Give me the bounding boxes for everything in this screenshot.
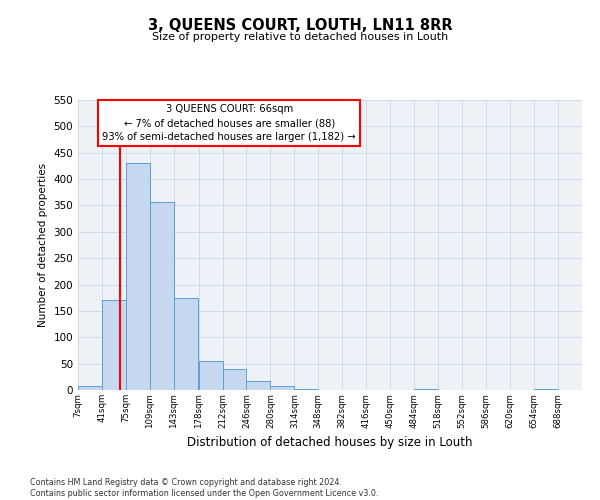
Bar [271, 386, 295, 390]
Bar [126, 164, 150, 390]
Text: 3, QUEENS COURT, LOUTH, LN11 8RR: 3, QUEENS COURT, LOUTH, LN11 8RR [148, 18, 452, 32]
Bar [174, 298, 198, 390]
Bar [78, 386, 102, 390]
X-axis label: Distribution of detached houses by size in Louth: Distribution of detached houses by size … [187, 436, 473, 449]
Bar [223, 369, 247, 390]
Bar [102, 300, 126, 390]
Text: Contains HM Land Registry data © Crown copyright and database right 2024.
Contai: Contains HM Land Registry data © Crown c… [30, 478, 379, 498]
Text: Size of property relative to detached houses in Louth: Size of property relative to detached ho… [152, 32, 448, 42]
Text: 3 QUEENS COURT: 66sqm
← 7% of detached houses are smaller (88)
93% of semi-detac: 3 QUEENS COURT: 66sqm ← 7% of detached h… [103, 104, 356, 142]
Bar [247, 380, 271, 390]
Bar [199, 361, 223, 390]
Bar [150, 202, 174, 390]
Y-axis label: Number of detached properties: Number of detached properties [38, 163, 48, 327]
